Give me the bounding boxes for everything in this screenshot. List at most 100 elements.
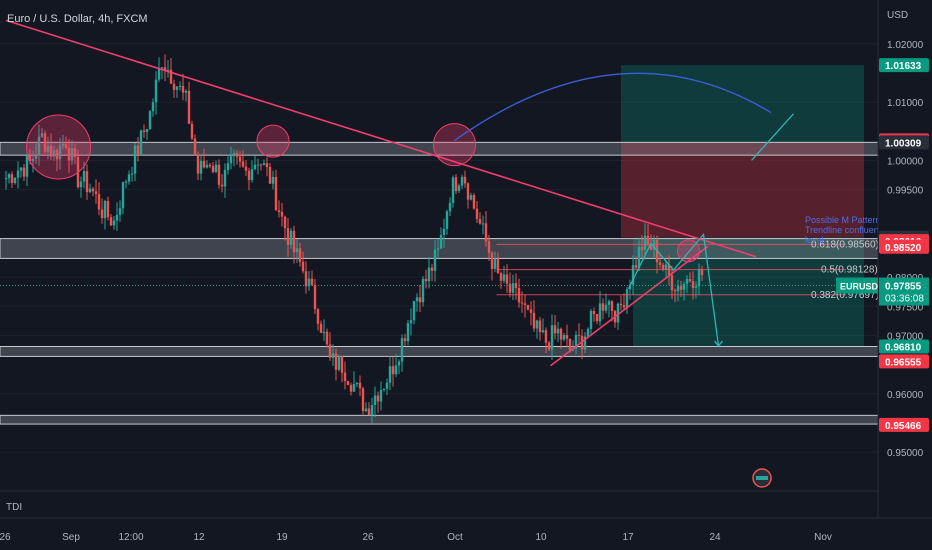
candle-body [265, 163, 269, 168]
bar-countdown: 03:36:08 [885, 294, 924, 305]
candle-body [559, 328, 563, 340]
candle-body [694, 286, 698, 288]
candle-body [601, 303, 605, 311]
price-tick-label: 0.99500 [887, 186, 924, 197]
candle-body [478, 218, 482, 224]
candle-body [124, 181, 128, 183]
candle-body [643, 235, 647, 250]
candle-body [352, 384, 356, 392]
candle-body [334, 353, 338, 370]
time-tick-label: 12 [193, 532, 205, 543]
candle-body [313, 284, 317, 310]
candle-body [376, 395, 380, 402]
candle-body [529, 309, 533, 313]
candle-body [424, 278, 428, 282]
candle-body [619, 303, 623, 306]
candle-body [118, 208, 122, 215]
candle-body [226, 163, 230, 170]
candle-body [70, 148, 74, 161]
candle-body [586, 328, 590, 337]
candle-body [421, 278, 425, 303]
time-tick-label: 10 [535, 532, 547, 543]
candle-body [214, 164, 218, 172]
candle-body [358, 382, 362, 389]
candle-body [466, 183, 470, 200]
arrow-head-icon [713, 340, 724, 347]
candle-body [379, 389, 383, 402]
candle-body [625, 289, 629, 308]
price-tick-label: 1.00000 [887, 156, 924, 167]
candle-body [160, 67, 164, 69]
candle-body [97, 194, 101, 210]
projection-arc [454, 72, 772, 142]
candle-body [658, 262, 662, 265]
candle-body [487, 241, 491, 253]
stop-loss-zone [621, 142, 864, 238]
candle-body [679, 286, 683, 290]
candle-body [91, 188, 95, 192]
candle-body [364, 408, 368, 412]
candle-body [340, 355, 344, 373]
price-tick-label: 1.01000 [887, 98, 924, 109]
candle-body [505, 274, 509, 284]
time-tick-label: Oct [447, 532, 463, 543]
candle-body [523, 303, 527, 305]
candle-body [10, 174, 14, 183]
candle-body [220, 184, 224, 187]
candle-body [370, 404, 374, 415]
pattern-annotation: Trendline confluence [805, 225, 888, 235]
candle-body [415, 297, 419, 301]
axis-unit: USD [887, 10, 908, 21]
candle-body [67, 147, 71, 161]
candle-body [106, 201, 110, 218]
candle-body [55, 150, 59, 160]
price-tick-label: 0.97000 [887, 331, 924, 342]
candle-body [121, 182, 125, 209]
candle-body [475, 208, 479, 219]
candle-body [517, 288, 521, 303]
candle-body [328, 344, 332, 358]
candle-body [58, 145, 62, 160]
price-label-tag [879, 58, 929, 73]
candle-body [550, 325, 554, 350]
candle-body [673, 290, 677, 292]
candle-body [271, 176, 275, 184]
candle-body [484, 223, 488, 242]
candle-body [535, 320, 539, 329]
flag-icon [756, 476, 768, 480]
candle-body [4, 178, 8, 180]
candle-body [205, 164, 209, 168]
candle-body [664, 264, 668, 270]
candle-body [553, 325, 557, 334]
candle-body [268, 167, 272, 184]
time-tick-label: 26 [362, 532, 374, 543]
candle-body [472, 195, 476, 209]
symbol-tag [836, 277, 878, 294]
candle-body [22, 167, 26, 177]
candle-body [127, 174, 131, 182]
pattern-annotation: level [805, 235, 824, 245]
candle-body [685, 279, 689, 284]
candle-body [454, 177, 458, 192]
candle-body [7, 174, 11, 179]
candle-body [40, 133, 44, 137]
price-axis [878, 0, 932, 550]
candle-body [274, 176, 278, 211]
time-tick-label: 26 [0, 532, 11, 543]
candle-body [154, 79, 158, 103]
candle-body [439, 235, 443, 249]
candle-body [442, 228, 446, 236]
candle-body [280, 211, 284, 217]
candle-body [556, 328, 560, 334]
highlight-circle [256, 124, 290, 158]
candle-body [697, 268, 701, 287]
candle-body [277, 210, 281, 212]
candle-body [193, 138, 197, 155]
candle-body [142, 130, 146, 132]
candle-body [295, 248, 299, 252]
price-label-value: 0.96810 [885, 343, 922, 354]
fib-level-label: 0.618(0.98560) [811, 239, 879, 250]
candle-body [49, 145, 53, 157]
